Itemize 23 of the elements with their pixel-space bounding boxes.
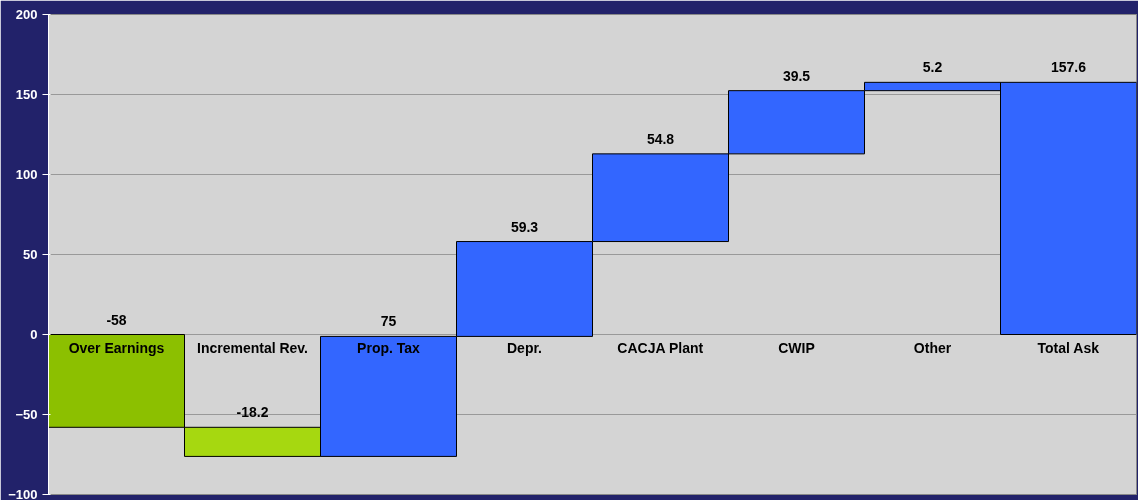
x-tick-label: CWIP [778, 339, 815, 356]
x-tick-label: CACJA Plant [617, 339, 704, 356]
x-tick-label: Over Earnings [68, 339, 165, 356]
data-label: 59.3 [510, 218, 539, 235]
data-label: 54.8 [646, 130, 675, 147]
data-label: 39.5 [782, 67, 811, 84]
data-label: -18.2 [236, 404, 269, 421]
y-tick-label: −100 [8, 487, 38, 500]
data-label: 75 [380, 313, 397, 330]
data-label: 157.6 [1050, 59, 1087, 76]
x-tick-label: Depr. [506, 339, 543, 356]
y-tick-label: 200 [15, 7, 38, 22]
y-tick-label: 150 [15, 87, 38, 102]
x-tick-label: Incremental Rev. [197, 339, 309, 356]
y-tick-label: 50 [23, 247, 38, 262]
y-tick-label: 100 [15, 167, 38, 182]
x-tick-label: Total Ask [1037, 339, 1100, 356]
y-tick-label: 0 [30, 327, 38, 342]
data-label: -58 [106, 311, 127, 328]
y-tick-label: −50 [15, 407, 38, 422]
x-tick-label: Other [913, 339, 952, 356]
data-label: 5.2 [922, 59, 943, 76]
x-tick-label: Prop. Tax [357, 339, 421, 356]
